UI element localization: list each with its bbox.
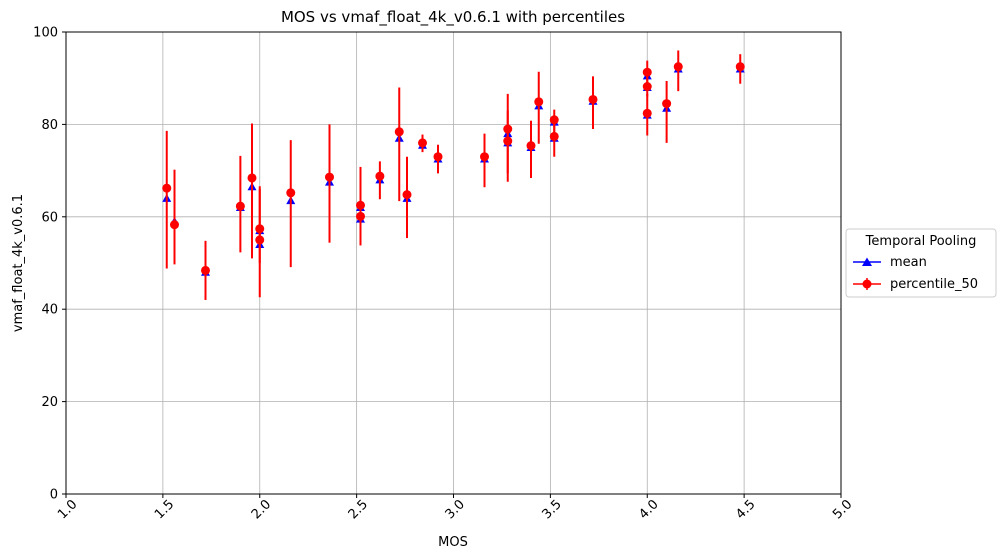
percentile-50-point [549, 115, 559, 125]
percentile-50-point [375, 171, 385, 181]
legend-entry-percentile-50: percentile_50 [853, 277, 978, 292]
percentile-50-point [588, 94, 598, 104]
percentile-50-point [480, 152, 489, 162]
legend: Temporal Pooling mean percentile_50 [845, 228, 997, 298]
y-tick-label: 0 [50, 488, 58, 503]
percentile-50-point [402, 190, 412, 200]
legend-title: Temporal Pooling [865, 234, 977, 249]
x-tick-label: 4.0 [636, 497, 661, 522]
x-tick-label: 5.0 [830, 497, 855, 522]
y-tick-label: 60 [41, 210, 58, 225]
x-axis-label: MOS [438, 535, 468, 550]
percentile-50-point [642, 67, 652, 77]
y-tick-label: 100 [33, 26, 58, 41]
x-tick-label: 2.5 [346, 497, 371, 522]
percentile-50-point [503, 124, 513, 134]
percentile-50-point [255, 224, 265, 234]
percentile-50-point [433, 152, 443, 162]
percentile-50-point [170, 220, 179, 230]
percentile-50-point [394, 127, 404, 137]
percentile-50-point [286, 188, 296, 198]
percentile-50-point [247, 173, 257, 183]
series-percentile-50 [162, 50, 745, 300]
legend-label-mean: mean [890, 255, 927, 270]
percentile-50-point [526, 141, 536, 151]
y-tick-label: 40 [41, 303, 58, 318]
x-tick-label: 1.5 [152, 497, 177, 522]
x-tick-label: 3.5 [540, 497, 565, 522]
percentile-50-point [356, 200, 365, 210]
legend-triangle-marker [862, 257, 872, 266]
legend-entry-mean: mean [853, 255, 927, 270]
x-axis-ticks: 1.0 1.5 2.0 2.5 3.0 3.5 4.0 4.5 5.0 [55, 494, 855, 522]
y-tick-label: 20 [41, 395, 58, 410]
percentile-50-point [735, 62, 745, 72]
chart-title: MOS vs vmaf_float_4k_v0.6.1 with percent… [281, 8, 625, 27]
legend-label-percentile-50: percentile_50 [890, 277, 978, 292]
x-tick-label: 4.5 [733, 497, 758, 522]
percentile-50-point [549, 131, 559, 141]
legend-box [845, 228, 997, 298]
y-axis-label: vmaf_float_4k_v0.6.1 [11, 194, 26, 332]
percentile-50-point [325, 172, 334, 182]
percentile-50-point [642, 108, 652, 118]
percentile-50-point [662, 99, 672, 109]
x-gridlines [65, 32, 842, 494]
x-tick-label: 2.0 [249, 497, 274, 522]
percentile-50-point [534, 97, 544, 107]
percentile-50-point [673, 62, 683, 72]
x-tick-label: 3.0 [443, 497, 468, 522]
percentile-50-point [235, 201, 245, 211]
legend-circle-marker [862, 279, 872, 289]
percentile-50-point [201, 265, 210, 275]
percentile-50-point [418, 138, 427, 148]
y-tick-label: 80 [41, 118, 58, 133]
y-axis-ticks: 0 20 40 60 80 100 [33, 26, 66, 503]
percentile-50-point [162, 183, 172, 193]
x-tick-label: 1.0 [55, 497, 80, 522]
